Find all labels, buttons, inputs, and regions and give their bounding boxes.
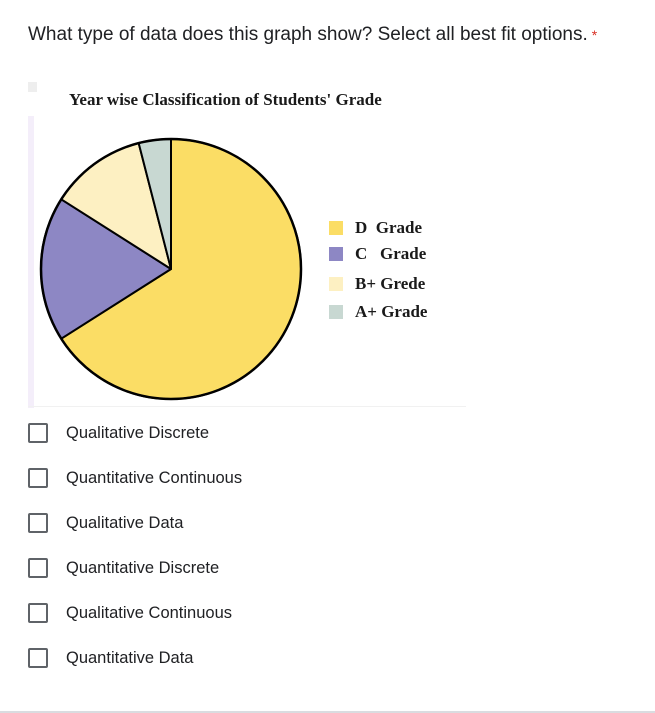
legend-item: C Grade <box>329 244 426 264</box>
option-checkbox[interactable] <box>28 513 48 533</box>
option-label[interactable]: Qualitative Discrete <box>66 423 210 442</box>
question-title: What type of data does this graph show? … <box>28 22 597 48</box>
question-text: What type of data does this graph show? … <box>28 24 588 45</box>
option-row[interactable]: Quantitative Continuous <box>28 468 388 488</box>
legend-label: A+ Grade <box>355 302 428 321</box>
option-row[interactable]: Quantitative Data <box>28 648 388 668</box>
image-frame-corner <box>28 82 37 92</box>
image-frame-edge <box>28 116 34 408</box>
legend-label: C Grade <box>355 244 427 263</box>
option-label[interactable]: Quantitative Discrete <box>66 558 220 577</box>
legend-swatch <box>329 247 343 261</box>
option-row[interactable]: Qualitative Discrete <box>28 423 388 443</box>
option-row[interactable]: Qualitative Data <box>28 513 388 533</box>
option-checkbox[interactable] <box>28 603 48 623</box>
option-row[interactable]: Qualitative Continuous <box>28 603 388 623</box>
pie-chart <box>39 137 303 401</box>
legend-item: A+ Grade <box>329 302 427 322</box>
option-checkbox[interactable] <box>28 648 48 668</box>
option-checkbox[interactable] <box>28 558 48 578</box>
pie-outline <box>39 137 303 401</box>
legend-swatch <box>329 305 343 319</box>
image-frame-bottom <box>28 406 466 407</box>
legend-label: D Grade <box>355 218 423 237</box>
chart-title: Year wise Classification of Students' Gr… <box>69 90 382 109</box>
card-bottom-border <box>0 711 655 713</box>
option-label[interactable]: Quantitative Continuous <box>66 468 243 487</box>
option-row[interactable]: Quantitative Discrete <box>28 558 388 578</box>
option-label[interactable]: Qualitative Continuous <box>66 603 233 622</box>
required-asterisk: * <box>591 27 598 43</box>
option-label[interactable]: Quantitative Data <box>66 648 194 667</box>
legend-swatch <box>329 221 343 235</box>
legend-item: B+ Grede <box>329 274 425 294</box>
legend-label: B+ Grede <box>355 274 426 293</box>
question-image: Year wise Classification of Students' Gr… <box>28 82 466 408</box>
legend-swatch <box>329 277 343 291</box>
option-label[interactable]: Qualitative Data <box>66 513 184 532</box>
option-checkbox[interactable] <box>28 468 48 488</box>
option-checkbox[interactable] <box>28 423 48 443</box>
legend-item: D Grade <box>329 218 422 238</box>
